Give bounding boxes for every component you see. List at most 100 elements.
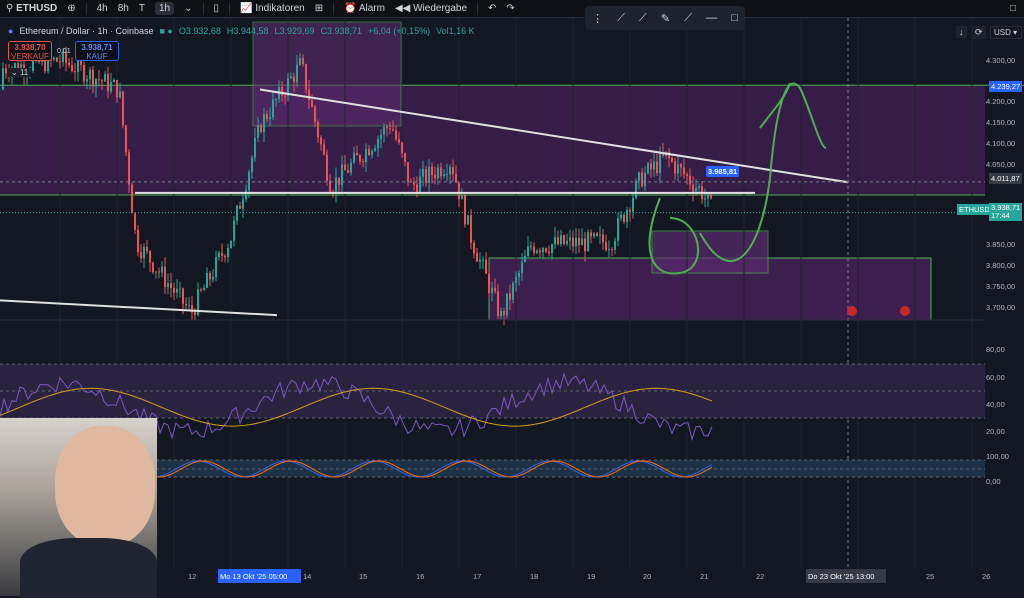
sell-button[interactable]: 3.938,70 VERKAUF xyxy=(8,41,52,61)
candle xyxy=(644,173,646,187)
candle xyxy=(368,148,370,156)
candle xyxy=(380,134,382,139)
undo-icon[interactable]: ↶ xyxy=(488,3,497,14)
collapse-indicators[interactable]: ⌄ 11 xyxy=(8,68,32,77)
rsi-ma-line xyxy=(0,387,713,427)
candle xyxy=(680,164,682,168)
candle xyxy=(155,271,157,273)
drag-handle-icon[interactable]: ⋮ xyxy=(592,12,604,25)
candle xyxy=(518,272,520,278)
candle xyxy=(107,74,109,92)
indicators-button[interactable]: 📈 Indikatoren xyxy=(240,3,305,14)
currency-select[interactable]: USD ▾ xyxy=(990,26,1022,39)
candle xyxy=(356,152,358,156)
last-price-tag: 3.938,71 17:44 xyxy=(989,203,1023,221)
candle xyxy=(659,152,661,174)
price-annotation[interactable]: 3.985,81 xyxy=(706,166,740,177)
candle xyxy=(569,237,571,241)
time-label: 14 xyxy=(303,572,312,581)
legend-close: C3.938,71 xyxy=(320,26,363,36)
line-tool-icon[interactable]: ⟋ xyxy=(639,11,647,24)
time-label: 22 xyxy=(756,572,765,581)
candle xyxy=(305,64,307,91)
redo-icon[interactable]: ↷ xyxy=(506,3,515,14)
candle xyxy=(74,71,76,73)
rsi-label: 20,00 xyxy=(986,427,1005,436)
candle xyxy=(248,172,250,191)
candle xyxy=(344,164,346,171)
add-symbol-icon[interactable]: ⊕ xyxy=(67,3,76,14)
candle xyxy=(635,180,637,198)
candle xyxy=(650,163,652,170)
candle xyxy=(185,303,187,306)
candle xyxy=(704,198,706,200)
candle xyxy=(152,262,154,273)
candle xyxy=(143,246,145,259)
candle xyxy=(146,246,148,252)
candle xyxy=(251,157,253,173)
candle xyxy=(86,79,88,82)
candle xyxy=(629,209,631,212)
candle xyxy=(461,195,463,200)
candle xyxy=(290,76,292,79)
candle xyxy=(533,246,535,253)
trendline-tool-icon[interactable]: ⟋ xyxy=(617,11,625,24)
replay-button[interactable]: ◀◀ Wiedergabe xyxy=(394,3,468,14)
candle xyxy=(281,86,283,96)
candle xyxy=(698,186,700,188)
candle xyxy=(443,174,445,177)
candle xyxy=(245,190,247,200)
candle xyxy=(539,250,541,253)
candle xyxy=(572,237,574,247)
rectangle-tool-icon[interactable]: □ xyxy=(731,12,738,24)
candle xyxy=(308,90,310,101)
candle xyxy=(20,64,22,72)
candle xyxy=(449,167,451,175)
ray-tool-icon[interactable]: ⟋ xyxy=(684,11,692,24)
scroll-down-icon[interactable]: ↓ xyxy=(956,26,967,38)
candle xyxy=(329,180,331,193)
candle xyxy=(320,137,322,145)
candle xyxy=(161,266,163,273)
alarm-button[interactable]: ⏰ Alarm xyxy=(344,3,385,14)
candle xyxy=(383,127,385,135)
stoch-label: 100,00 xyxy=(986,452,1009,461)
candle xyxy=(191,305,193,313)
candle xyxy=(299,58,301,65)
interval-1h[interactable]: 1h xyxy=(154,2,175,15)
candle xyxy=(431,166,433,176)
candle xyxy=(149,251,151,263)
candle-type-icon[interactable]: ▯ xyxy=(213,3,220,14)
symbol-search[interactable]: ⚲ ETHUSD xyxy=(6,3,58,14)
refresh-icon[interactable]: ⟳ xyxy=(972,26,986,39)
trendline xyxy=(259,88,849,184)
interval-4h[interactable]: 4h xyxy=(96,3,108,14)
horizontal-line-icon[interactable]: — xyxy=(706,12,718,24)
candle xyxy=(527,246,529,256)
candle xyxy=(695,187,697,192)
brush-tool-icon[interactable]: ✎ xyxy=(660,12,671,25)
candle xyxy=(599,234,601,236)
candle xyxy=(158,271,160,273)
candle xyxy=(710,193,712,199)
candle xyxy=(170,283,172,288)
candle xyxy=(425,169,427,183)
time-axis[interactable]: 12 Mo 13 Okt '25 05:00 14 15 16 17 18 19… xyxy=(160,569,1024,583)
fullscreen-icon[interactable]: □ xyxy=(1009,3,1016,14)
candle xyxy=(92,69,94,87)
candle xyxy=(584,238,586,252)
candle xyxy=(494,287,496,292)
spread: 0,01 xyxy=(57,48,71,55)
candle xyxy=(413,181,415,185)
chevron-down-icon[interactable]: ⌄ xyxy=(184,3,193,14)
interval-T[interactable]: T xyxy=(138,3,145,14)
candle xyxy=(623,214,625,222)
time-label: 20 xyxy=(643,572,652,581)
buy-button[interactable]: 3.938,71 KAUF xyxy=(75,41,119,61)
candle xyxy=(236,205,238,221)
interval-8h[interactable]: 8h xyxy=(117,3,129,14)
candle xyxy=(434,175,436,179)
candle xyxy=(437,167,439,179)
legend-volume: Vol1,16 K xyxy=(436,26,475,36)
layouts-icon[interactable]: ⊞ xyxy=(314,3,324,14)
